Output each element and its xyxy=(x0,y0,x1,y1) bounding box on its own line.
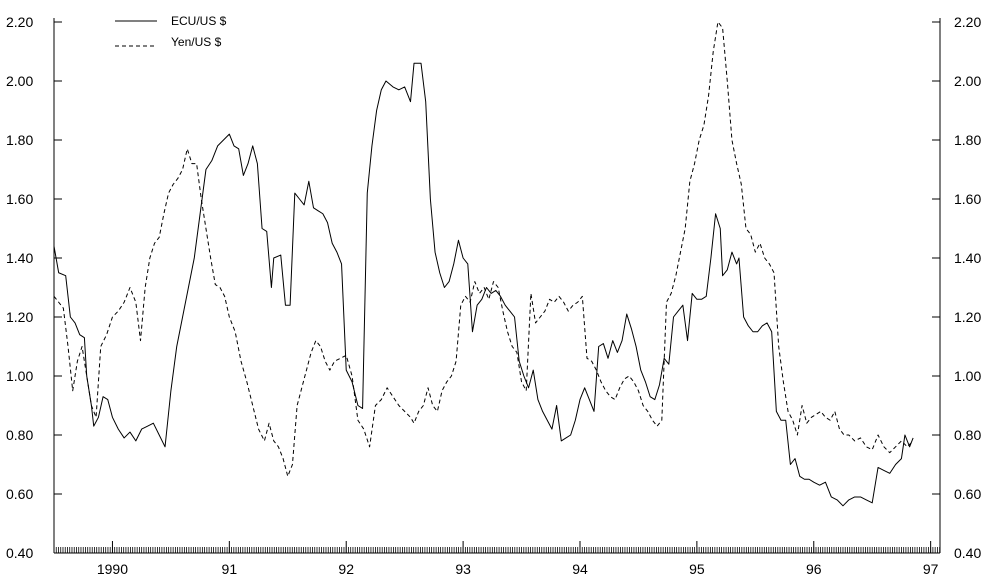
right-y-tick-label: 1.60 xyxy=(954,191,981,207)
legend-label-yen: Yen/US $ xyxy=(171,35,222,49)
left-y-tick-label: 0.60 xyxy=(6,486,33,502)
left-y-tick-label: 0.80 xyxy=(6,427,33,443)
left-y-axis: 0.40 0.60 0.80 1.00 1.20 1.40 1.60 1.80 2.00 2.20 xyxy=(6,14,62,561)
left-y-tick-label: 0.40 xyxy=(6,545,33,561)
right-y-tick-label: 0.80 xyxy=(954,427,981,443)
legend-label-ecu: ECU/US $ xyxy=(171,14,227,28)
legend: ECU/US $ Yen/US $ xyxy=(115,14,227,49)
x-tick-label: 96 xyxy=(806,561,822,577)
right-y-tick-label: 2.00 xyxy=(954,73,981,89)
left-y-tick-label: 1.80 xyxy=(6,132,33,148)
right-y-tick-label: 1.20 xyxy=(954,309,981,325)
left-y-tick-label: 1.00 xyxy=(6,368,33,384)
right-y-tick-label: 1.00 xyxy=(954,368,981,384)
x-tick-label: 93 xyxy=(455,561,471,577)
x-tick-label: 95 xyxy=(689,561,705,577)
left-y-tick-label: 1.60 xyxy=(6,191,33,207)
right-y-tick-label: 0.60 xyxy=(954,486,981,502)
x-tick-label: 91 xyxy=(222,561,238,577)
series-line-yen xyxy=(53,21,914,477)
series-line-ecu xyxy=(53,62,914,507)
x-axis: 1990 91 92 93 94 95 96 97 xyxy=(53,541,941,577)
left-y-tick-label: 2.20 xyxy=(6,14,33,30)
series-layer xyxy=(53,21,914,507)
x-tick-label: 94 xyxy=(572,561,588,577)
right-y-tick-label: 1.80 xyxy=(954,132,981,148)
right-y-tick-label: 2.20 xyxy=(954,14,981,30)
left-y-tick-label: 1.20 xyxy=(6,309,33,325)
left-y-tick-label: 2.00 xyxy=(6,73,33,89)
x-tick-label: 97 xyxy=(923,561,939,577)
x-tick-label: 92 xyxy=(338,561,354,577)
right-y-tick-label: 0.40 xyxy=(954,545,981,561)
x-tick-label: 1990 xyxy=(97,561,128,577)
left-y-tick-label: 1.40 xyxy=(6,250,33,266)
right-y-tick-label: 1.40 xyxy=(954,250,981,266)
right-y-axis: 0.40 0.60 0.80 1.00 1.20 1.40 1.60 1.80 2.00 2.20 xyxy=(932,14,981,561)
